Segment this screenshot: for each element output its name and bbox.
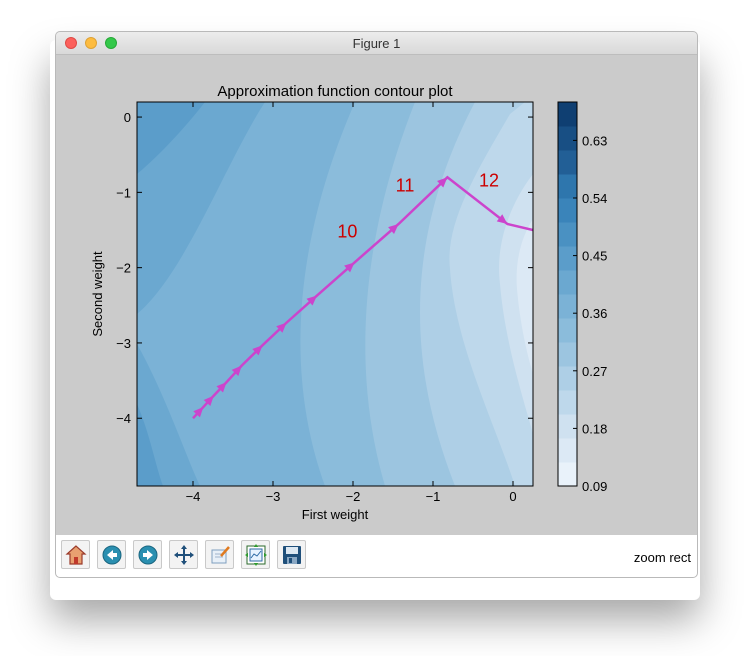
- save-button[interactable]: [277, 540, 306, 569]
- floppy-disk-icon: [283, 546, 301, 564]
- colorbar-tick-label: 0.27: [582, 364, 607, 379]
- colorbar-tick-label: 0.09: [582, 479, 607, 494]
- path-arrow: [193, 406, 204, 418]
- back-button[interactable]: [97, 540, 126, 569]
- optimization-path: [192, 175, 533, 420]
- contour-band: [516, 219, 533, 374]
- window-title: Figure 1: [352, 36, 401, 51]
- toolbar-status-message: zoom rect: [633, 550, 691, 565]
- iteration-label: 12: [479, 170, 499, 190]
- move-icon: [174, 545, 194, 565]
- forward-arrow-icon: [138, 545, 158, 565]
- back-arrow-icon: [102, 545, 122, 565]
- path-arrow: [388, 223, 399, 234]
- path-arrow: [306, 295, 317, 306]
- path-arrow: [437, 177, 448, 188]
- x-tick-label: 0: [509, 489, 516, 504]
- path-arrow: [344, 262, 355, 273]
- iteration-label: 11: [396, 176, 415, 196]
- colorbar-level: [558, 126, 577, 151]
- contour-band: [137, 404, 163, 486]
- x-tick-label: −1: [426, 489, 441, 504]
- path-arrow: [252, 345, 263, 356]
- plot-frame: [136, 101, 534, 487]
- minimize-window-button[interactable]: [85, 37, 97, 49]
- colorbar-tick-label: 0.54: [582, 191, 607, 206]
- y-tick-label: −2: [116, 261, 131, 276]
- close-window-button[interactable]: [65, 37, 77, 49]
- y-axis: 0 −1 −2 −3 −4: [116, 110, 533, 426]
- x-tick-label: −4: [186, 489, 201, 504]
- x-axis: −4 −3 −2 −1 0: [186, 102, 517, 504]
- contour-fill: [137, 102, 533, 486]
- colorbar-level: [558, 150, 577, 175]
- chart-title: Approximation function contour plot: [217, 83, 453, 100]
- colorbar-level: [558, 222, 577, 247]
- forward-button[interactable]: [133, 540, 162, 569]
- zoom-window-button[interactable]: [105, 37, 117, 49]
- subplots-icon: [245, 544, 267, 566]
- y-tick-label: −3: [116, 336, 131, 351]
- colorbar-level: [558, 174, 577, 199]
- colorbar-level: [558, 390, 577, 415]
- path-arrow: [276, 322, 287, 333]
- navigation-toolbar: zoom rect: [56, 535, 697, 577]
- contour-band: [137, 344, 200, 486]
- x-tick-label: −3: [266, 489, 281, 504]
- zoom-rect-icon: [211, 546, 230, 564]
- x-axis-label: First weight: [302, 507, 369, 522]
- colorbar-level: [558, 462, 577, 487]
- path-arrow: [216, 382, 227, 393]
- pan-button[interactable]: [169, 540, 198, 569]
- iteration-label: 10: [337, 222, 357, 242]
- contour-band: [137, 102, 205, 174]
- y-tick-label: −4: [116, 411, 131, 426]
- colorbar-level: [558, 342, 577, 367]
- y-axis-label: Second weight: [90, 251, 105, 337]
- subplots-button[interactable]: [241, 540, 270, 569]
- zoom-button[interactable]: [205, 540, 234, 569]
- colorbar-frame: [557, 101, 578, 487]
- iteration-annotations: 10 11 12: [337, 170, 499, 241]
- colorbar-tick-label: 0.45: [582, 249, 607, 264]
- home-icon: [65, 545, 87, 565]
- colorbar-level: [558, 102, 577, 127]
- path-arrow: [496, 214, 508, 224]
- y-tick-label: 0: [124, 110, 131, 125]
- colorbar-level: [558, 198, 577, 223]
- colorbar-level: [558, 294, 577, 319]
- path-arrow: [203, 395, 214, 407]
- colorbar: 0.09 0.18 0.27 0.36 0.45 0.54 0.63: [557, 101, 607, 494]
- colorbar-level: [558, 414, 577, 439]
- contour-band: [449, 102, 533, 486]
- path-arrow: [231, 365, 242, 376]
- title-bar[interactable]: Figure 1: [56, 32, 697, 55]
- colorbar-level: [558, 366, 577, 391]
- colorbar-level: [558, 318, 577, 343]
- colorbar-tick-label: 0.36: [582, 306, 607, 321]
- colorbar-tick-label: 0.18: [582, 421, 607, 436]
- contour-band: [137, 102, 265, 314]
- x-tick-label: −2: [346, 489, 361, 504]
- colorbar-level: [558, 270, 577, 295]
- colorbar-level: [558, 246, 577, 271]
- y-tick-label: −1: [116, 185, 131, 200]
- colorbar-tick-label: 0.63: [582, 133, 607, 148]
- chart-canvas[interactable]: Approximation function contour plot 10 11…: [55, 54, 655, 534]
- colorbar-level: [558, 438, 577, 463]
- home-button[interactable]: [61, 540, 90, 569]
